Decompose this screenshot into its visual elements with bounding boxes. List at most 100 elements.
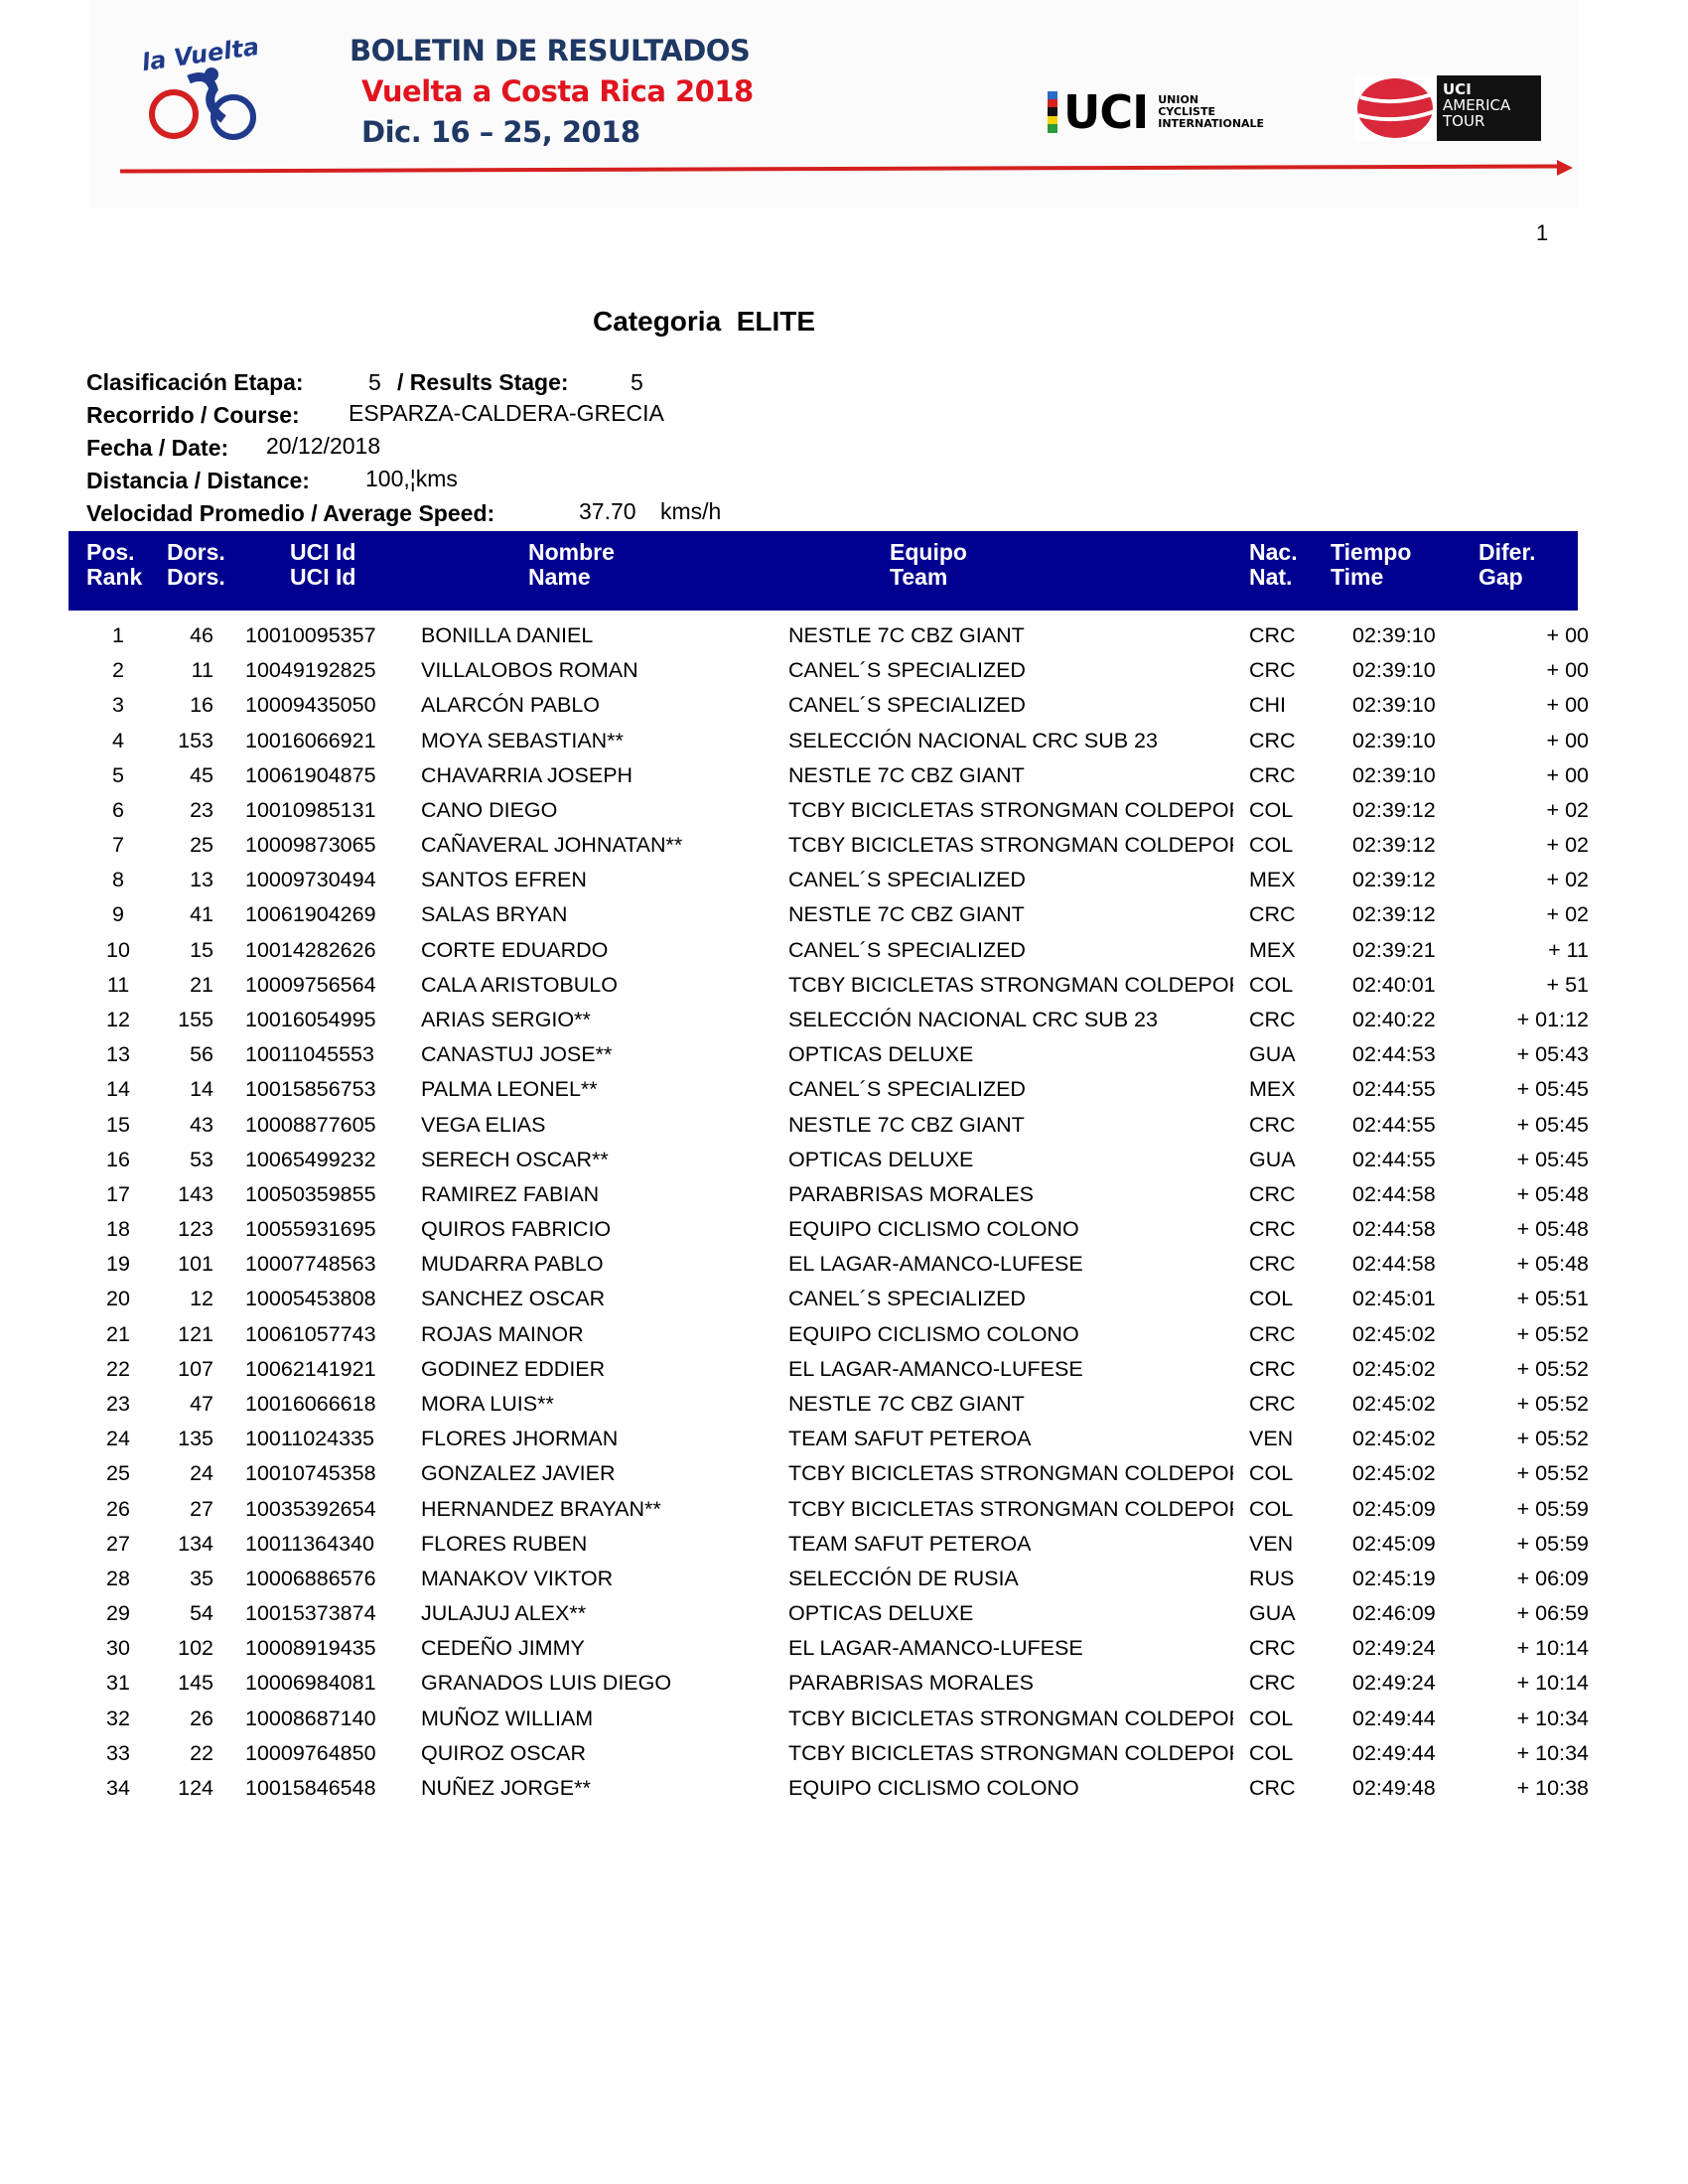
cell-name: PALMA LEONEL**: [421, 1077, 598, 1102]
cell-gap: + 10:34: [1516, 1740, 1589, 1765]
cell-nat: MEX: [1249, 937, 1296, 962]
cell-nat: COL: [1249, 1706, 1294, 1730]
cell-team: NESTLE 7C CBZ GIANT: [788, 762, 1025, 787]
cell-uci-id: 10009873065: [245, 833, 376, 858]
cell-gap: + 00: [1546, 693, 1589, 718]
cell-uci-id: 10014282626: [245, 937, 376, 962]
cell-name: MUÑOZ WILLIAM: [421, 1706, 594, 1730]
cell-pos: 18: [106, 1217, 130, 1242]
cell-gap: + 00: [1546, 623, 1589, 647]
cell-dors: 26: [190, 1706, 213, 1730]
cell-nat: GUA: [1249, 1147, 1296, 1171]
cell-time: 02:49:24: [1352, 1671, 1436, 1696]
cell-dors: 121: [178, 1321, 213, 1346]
cell-name: SANTOS EFREN: [421, 868, 587, 892]
cell-dors: 12: [190, 1287, 213, 1311]
cell-team: TCBY BICICLETAS STRONGMAN COLDEPORTES: [788, 833, 1233, 858]
table-row: 7 25 10009873065 CAÑAVERAL JOHNATAN** TCBY B…: [0, 833, 1688, 868]
table-row: 25 24 10010745358 GONZALEZ JAVIER TCBY BICIC…: [0, 1461, 1688, 1496]
cell-time: 02:45:01: [1352, 1287, 1436, 1311]
table-row: 18 123 10055931695 QUIROS FABRICIO EQUIPO CI…: [0, 1217, 1688, 1252]
header-time-es: Tiempo: [1331, 539, 1412, 565]
cell-team: TCBY BICICLETAS STRONGMAN COLDEPORTES: [788, 1740, 1233, 1765]
cell-uci-id: 10010985131: [245, 797, 376, 822]
cell-team: NESTLE 7C CBZ GIANT: [788, 902, 1025, 927]
uci-america-tour-logo: UCI AMERICA TOUR: [1355, 75, 1541, 141]
cell-gap: + 05:59: [1516, 1496, 1589, 1521]
cell-pos: 34: [106, 1775, 130, 1800]
cell-time: 02:39:10: [1352, 693, 1436, 718]
cell-pos: 31: [106, 1671, 130, 1696]
cell-pos: 8: [112, 868, 124, 892]
cell-nat: CRC: [1249, 1112, 1296, 1137]
cell-team: TEAM SAFUT PETEROA: [788, 1427, 1032, 1451]
cell-nat: MEX: [1249, 1077, 1296, 1102]
cell-name: MUDARRA PABLO: [421, 1252, 604, 1277]
cell-time: 02:49:44: [1352, 1706, 1436, 1730]
cell-dors: 15: [190, 937, 213, 962]
cell-dors: 35: [190, 1566, 213, 1590]
header-nat-es: Nac.: [1249, 539, 1298, 565]
cell-time: 02:44:58: [1352, 1217, 1436, 1242]
cell-gap: + 02: [1546, 902, 1589, 927]
cell-team: EQUIPO CICLISMO COLONO: [788, 1217, 1079, 1242]
header-team-es: Equipo: [890, 539, 967, 565]
cell-nat: CRC: [1249, 1007, 1296, 1031]
cell-pos: 5: [112, 762, 124, 787]
cell-pos: 6: [112, 797, 124, 822]
cell-uci-id: 10016054995: [245, 1007, 376, 1031]
cell-name: GONZALEZ JAVIER: [421, 1461, 616, 1486]
cell-uci-id: 10015846548: [245, 1775, 376, 1800]
cell-gap: + 05:48: [1516, 1217, 1589, 1242]
cell-pos: 3: [112, 693, 124, 718]
cell-dors: 22: [190, 1740, 213, 1765]
cell-uci-id: 10061057743: [245, 1321, 376, 1346]
cell-team: OPTICAS DELUXE: [788, 1147, 974, 1171]
table-row: 34 124 10015846548 NUÑEZ JORGE** EQUIPO CICL…: [0, 1776, 1688, 1811]
cell-uci-id: 10011045553: [245, 1042, 374, 1067]
cell-time: 02:39:12: [1352, 902, 1436, 927]
cell-team: TCBY BICICLETAS STRONGMAN COLDEPORTES: [788, 1706, 1233, 1730]
cell-team: SELECCIÓN DE RUSIA: [788, 1566, 1019, 1590]
cell-pos: 7: [112, 833, 124, 858]
cell-gap: + 05:52: [1516, 1356, 1589, 1381]
cell-time: 02:45:09: [1352, 1496, 1436, 1521]
cell-dors: 25: [190, 833, 213, 858]
table-row: 9 41 10061904269 SALAS BRYAN NESTLE 7C CBZ G…: [0, 902, 1688, 937]
table-row: 28 35 10006886576 MANAKOV VIKTOR SELECCIÓN D…: [0, 1567, 1688, 1601]
cell-dors: 53: [190, 1147, 213, 1171]
cell-gap: + 01:12: [1516, 1007, 1589, 1031]
cell-name: CHAVARRIA JOSEPH: [421, 762, 633, 787]
cell-team: EQUIPO CICLISMO COLONO: [788, 1775, 1079, 1800]
header-name-en: Name: [528, 564, 591, 590]
cell-time: 02:45:02: [1352, 1356, 1436, 1381]
table-row: 22 107 10062141921 GODINEZ EDDIER EL LAGAR-A…: [0, 1357, 1688, 1392]
cell-team: CANEL´S SPECIALIZED: [788, 868, 1026, 892]
cell-time: 02:45:02: [1352, 1321, 1436, 1346]
cell-team: EL LAGAR-AMANCO-LUFESE: [788, 1636, 1083, 1661]
cell-dors: 107: [178, 1356, 213, 1381]
cell-dors: 101: [178, 1252, 213, 1277]
cell-nat: COL: [1249, 972, 1294, 997]
cell-nat: COL: [1249, 1496, 1294, 1521]
cell-gap: + 00: [1546, 658, 1589, 683]
header-dors-es: Dors.: [167, 539, 225, 565]
cell-team: NESTLE 7C CBZ GIANT: [788, 623, 1025, 647]
cell-pos: 4: [112, 728, 124, 752]
cell-name: NUÑEZ JORGE**: [421, 1775, 591, 1800]
cell-name: MOYA SEBASTIAN**: [421, 728, 624, 752]
bulletin-title: BOLETIN DE RESULTADOS: [350, 34, 751, 68]
cell-time: 02:44:55: [1352, 1112, 1436, 1137]
cell-gap: + 06:09: [1516, 1566, 1589, 1590]
cell-gap: + 05:48: [1516, 1252, 1589, 1277]
cell-dors: 124: [178, 1775, 213, 1800]
cell-team: TCBY BICICLETAS STRONGMAN COLDEPORTES: [788, 1461, 1233, 1486]
cell-uci-id: 10050359855: [245, 1181, 376, 1206]
cell-team: CANEL´S SPECIALIZED: [788, 1077, 1026, 1102]
cell-uci-id: 10006984081: [245, 1671, 376, 1696]
table-row: 11 21 10009756564 CALA ARISTOBULO TCBY BICIC…: [0, 973, 1688, 1008]
cell-team: CANEL´S SPECIALIZED: [788, 658, 1026, 683]
header-time-en: Time: [1331, 564, 1384, 590]
cell-gap: + 00: [1546, 728, 1589, 752]
header-name-es: Nombre: [528, 539, 615, 565]
